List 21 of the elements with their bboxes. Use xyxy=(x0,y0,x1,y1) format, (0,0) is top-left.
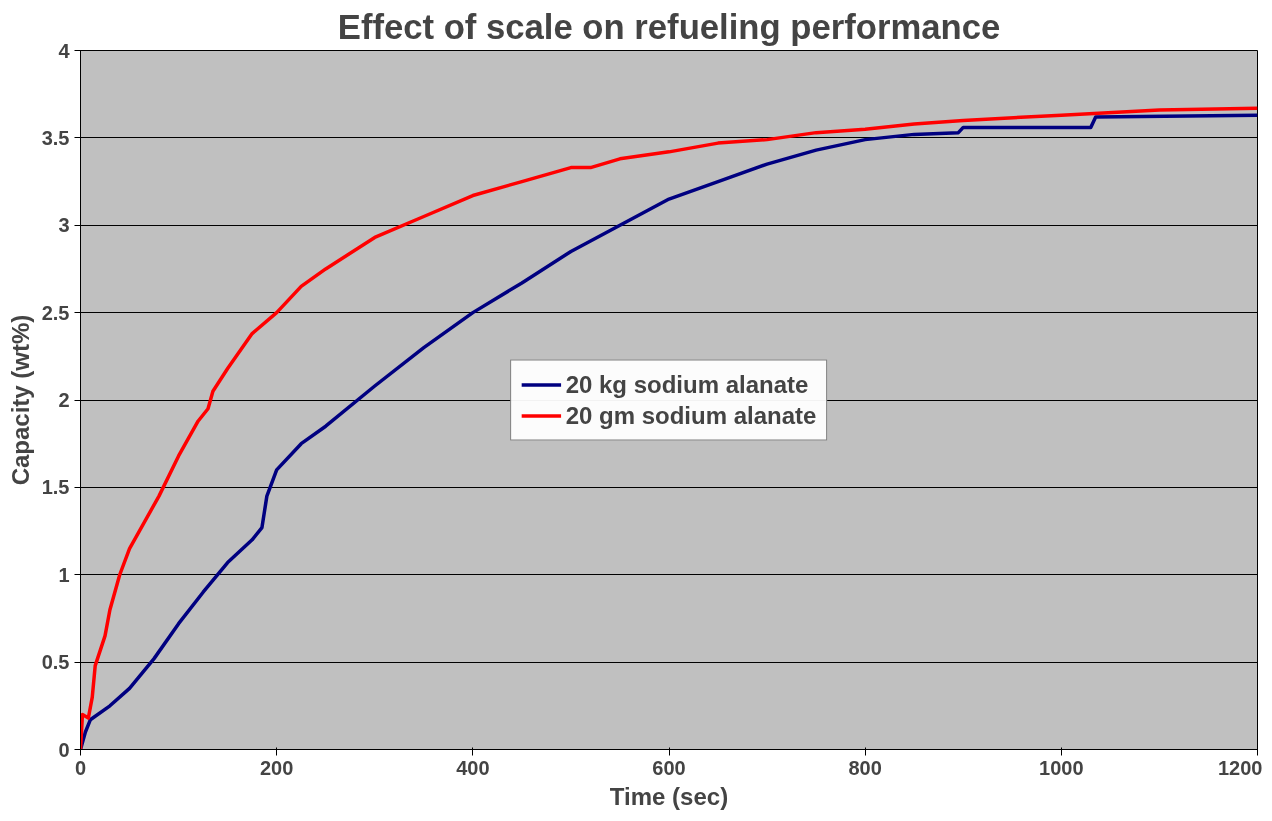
chart-title: Effect of scale on refueling performance xyxy=(337,7,1001,46)
y-tick-label: 0 xyxy=(58,738,70,761)
x-tick-label: 600 xyxy=(652,756,686,779)
x-tick-label: 800 xyxy=(848,756,882,779)
y-tick-label: 1 xyxy=(58,563,70,586)
y-tick-label: 3 xyxy=(58,214,70,237)
x-tick-label: 0 xyxy=(74,756,87,779)
x-tick-label: 200 xyxy=(259,756,294,779)
x-tick-label: 1200 xyxy=(1218,756,1263,779)
y-tick-label: 1.5 xyxy=(41,476,70,499)
legend-label: 20 gm sodium alanate xyxy=(565,401,817,429)
legend-label: 20 kg sodium alanate xyxy=(565,370,809,398)
y-tick-label: 3.5 xyxy=(41,126,70,149)
y-tick-label: 4 xyxy=(58,39,71,62)
x-tick-label: 400 xyxy=(456,756,490,779)
y-tick-label: 0.5 xyxy=(41,651,70,674)
y-tick-label: 2 xyxy=(58,389,70,411)
y-tick-label: 2.5 xyxy=(41,301,70,324)
x-axis-title: Time (sec) xyxy=(609,782,729,810)
x-tick-label: 1000 xyxy=(1039,756,1084,779)
y-axis-title: Capacity (wt%) xyxy=(6,314,34,486)
